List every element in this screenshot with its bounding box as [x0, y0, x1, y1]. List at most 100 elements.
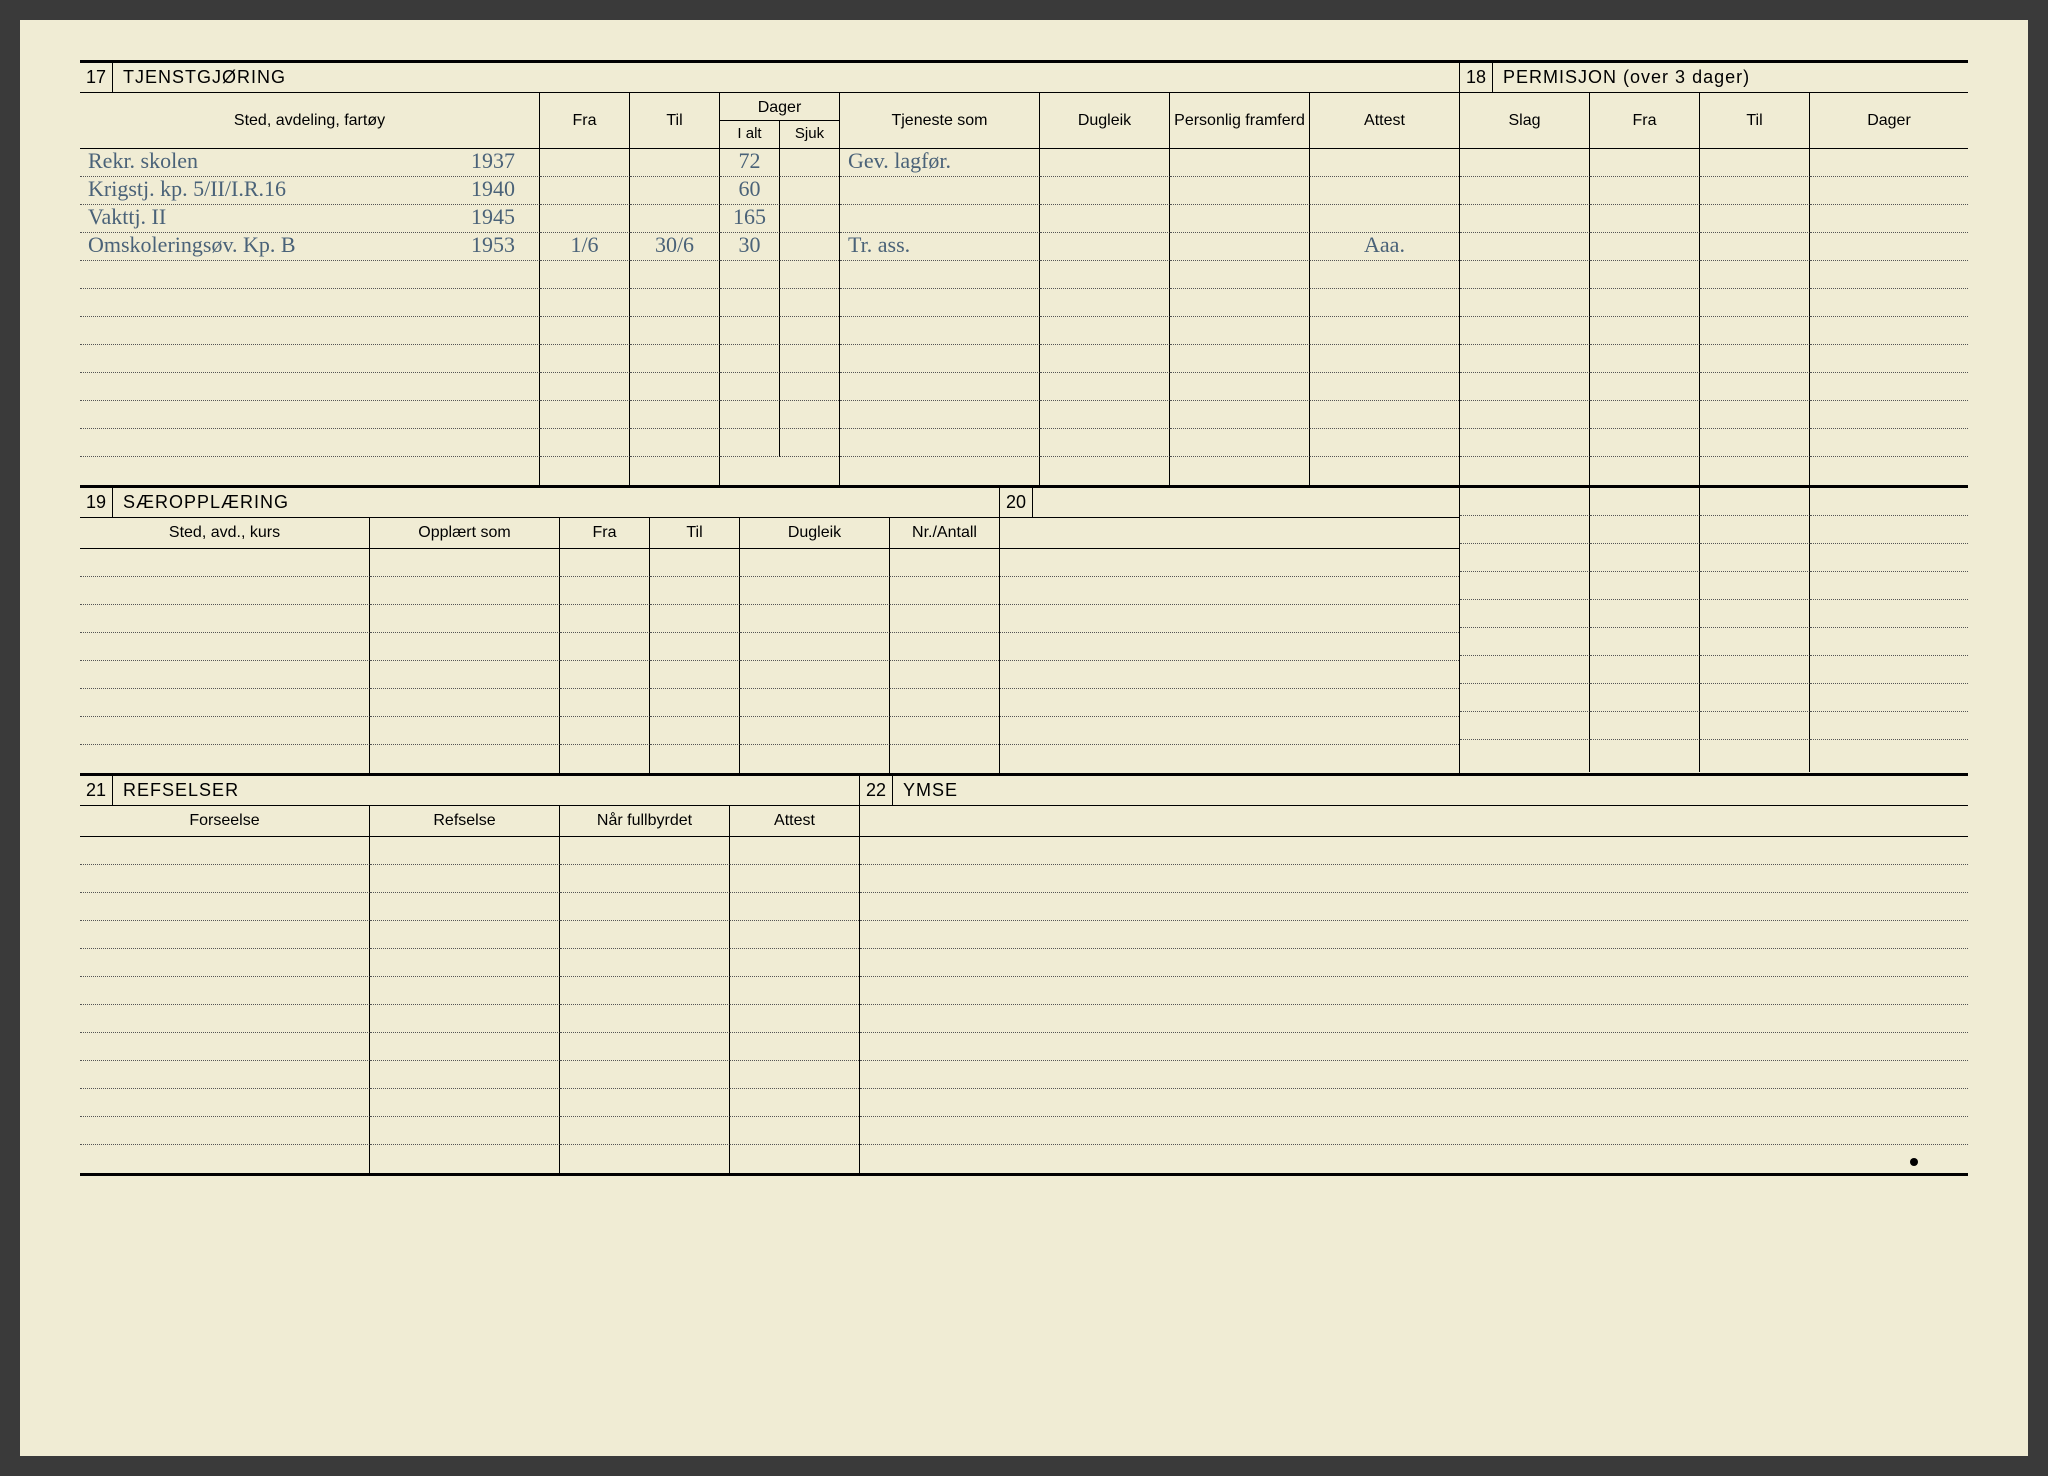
section-21: 21 REFSELSER Forseelse Refselse Når full…: [80, 776, 860, 1173]
section-19: 19 SÆROPPLÆRING Sted, avd., kurs Opplært…: [80, 488, 1000, 773]
military-record-card: 17 TJENSTGJØRING Sted, avdeling, fartøy …: [20, 20, 2028, 1456]
hdr-sjuk: Sjuk: [780, 121, 839, 148]
hdr-til: Til: [630, 93, 720, 149]
section-18-title: PERMISJON (over 3 dager): [1493, 63, 1760, 92]
table-row: [80, 289, 1459, 317]
top-row: 17 TJENSTGJØRING Sted, avdeling, fartøy …: [80, 60, 1968, 485]
table-row: [80, 921, 859, 949]
table-row: [80, 865, 859, 893]
cell-year: 1953: [471, 232, 515, 258]
section-19-num: 19: [80, 488, 113, 517]
table-row: [80, 317, 1459, 345]
table-row: [1000, 605, 1459, 633]
bottom-border: [80, 1173, 1968, 1176]
table-row: [860, 949, 1968, 977]
table-row: [1460, 488, 1968, 516]
table-row: [1460, 684, 1968, 712]
table-row: [1460, 656, 1968, 684]
table-row: [1460, 345, 1968, 373]
table-row: [80, 893, 859, 921]
table-row: [1000, 549, 1459, 577]
s19-body: [80, 549, 999, 773]
table-row: [1000, 689, 1459, 717]
hdr-slag: Slag: [1460, 93, 1590, 149]
hdr-fra18: Fra: [1590, 93, 1700, 149]
cell-ialt: 60: [720, 177, 780, 205]
hdr-sted: Sted, avdeling, fartøy: [80, 93, 540, 149]
table-row: [80, 745, 999, 773]
table-row: [80, 1089, 859, 1117]
table-row: [80, 429, 1459, 457]
hdr-attest21: Attest: [730, 806, 859, 837]
cell-tjen: Tr. ass.: [840, 233, 1040, 261]
cell-year: 1940: [471, 176, 515, 202]
hdr-fra19: Fra: [560, 518, 650, 549]
cell-sted: Krigstj. kp. 5/II/I.R.16: [88, 176, 286, 202]
table-row: [1460, 740, 1968, 772]
section-22-title: YMSE: [893, 776, 968, 805]
cell-sted: Vakttj. II: [88, 204, 166, 230]
table-row: [80, 605, 999, 633]
table-row: [860, 1061, 1968, 1089]
section-21-title: REFSELSER: [113, 776, 249, 805]
table-row: [860, 1117, 1968, 1145]
table-row: [860, 921, 1968, 949]
section-17-title: TJENSTGJØRING: [113, 63, 296, 92]
s22-body: [860, 837, 1968, 1173]
cell-fra: [540, 177, 630, 205]
table-row: [80, 977, 859, 1005]
section-20: 20: [1000, 488, 1460, 773]
table-row: [80, 949, 859, 977]
table-row: [1460, 628, 1968, 656]
cell-sted: Omskoleringsøv. Kp. B: [88, 232, 296, 258]
table-row: [1460, 457, 1968, 485]
section-18: 18 PERMISJON (over 3 dager) Slag Fra Til…: [1460, 63, 1968, 485]
table-row: [1460, 177, 1968, 205]
table-row: [860, 1005, 1968, 1033]
s18-body: [1460, 149, 1968, 485]
section-20-num: 20: [1000, 488, 1033, 517]
table-row: [80, 837, 859, 865]
hdr-opplart: Opplært som: [370, 518, 560, 549]
table-row: [80, 373, 1459, 401]
table-row: [1460, 317, 1968, 345]
hdr-til19: Til: [650, 518, 740, 549]
hdr-sted19: Sted, avd., kurs: [80, 518, 370, 549]
table-row: [1460, 600, 1968, 628]
table-row: [80, 345, 1459, 373]
table-row: [1460, 261, 1968, 289]
cell-tjen: [840, 205, 1040, 233]
table-row: [80, 577, 999, 605]
table-row: [1460, 429, 1968, 457]
s18-header-row: Slag Fra Til Dager: [1460, 93, 1968, 149]
table-row: [80, 457, 1459, 485]
table-row: [860, 1033, 1968, 1061]
table-row: [1460, 289, 1968, 317]
cell-year: 1937: [471, 148, 515, 174]
cell-fra: [540, 205, 630, 233]
hdr-dager: Dager I alt Sjuk: [720, 93, 840, 149]
table-row: [80, 1005, 859, 1033]
hdr-til18: Til: [1700, 93, 1810, 149]
table-row: [80, 1117, 859, 1145]
cell-attest: Aaa.: [1310, 233, 1459, 261]
bottom-row: 21 REFSELSER Forseelse Refselse Når full…: [80, 773, 1968, 1173]
s21-body: [80, 837, 859, 1173]
cell-tjen: [840, 177, 1040, 205]
section-21-num: 21: [80, 776, 113, 805]
cell-tjen: Gev. lagfør.: [840, 149, 1040, 177]
table-row: [1460, 572, 1968, 600]
cell-fra: 1/6: [540, 233, 630, 261]
cell-til: [630, 205, 720, 233]
table-row: [1460, 401, 1968, 429]
section-17-num: 17: [80, 63, 113, 92]
table-row: [1000, 661, 1459, 689]
table-row: Omskoleringsøv. Kp. B1953 1/6 30/6 30 Tr…: [80, 233, 1459, 261]
section-22-num: 22: [860, 776, 893, 805]
table-row: [1460, 205, 1968, 233]
table-row: [1460, 544, 1968, 572]
s20-body: [1000, 549, 1459, 773]
s17-body: Rekr. skolen1937 72 Gev. lagfør. Krigstj…: [80, 149, 1459, 485]
cell-ialt: 30: [720, 233, 780, 261]
section-18-continued: [1460, 488, 1968, 773]
